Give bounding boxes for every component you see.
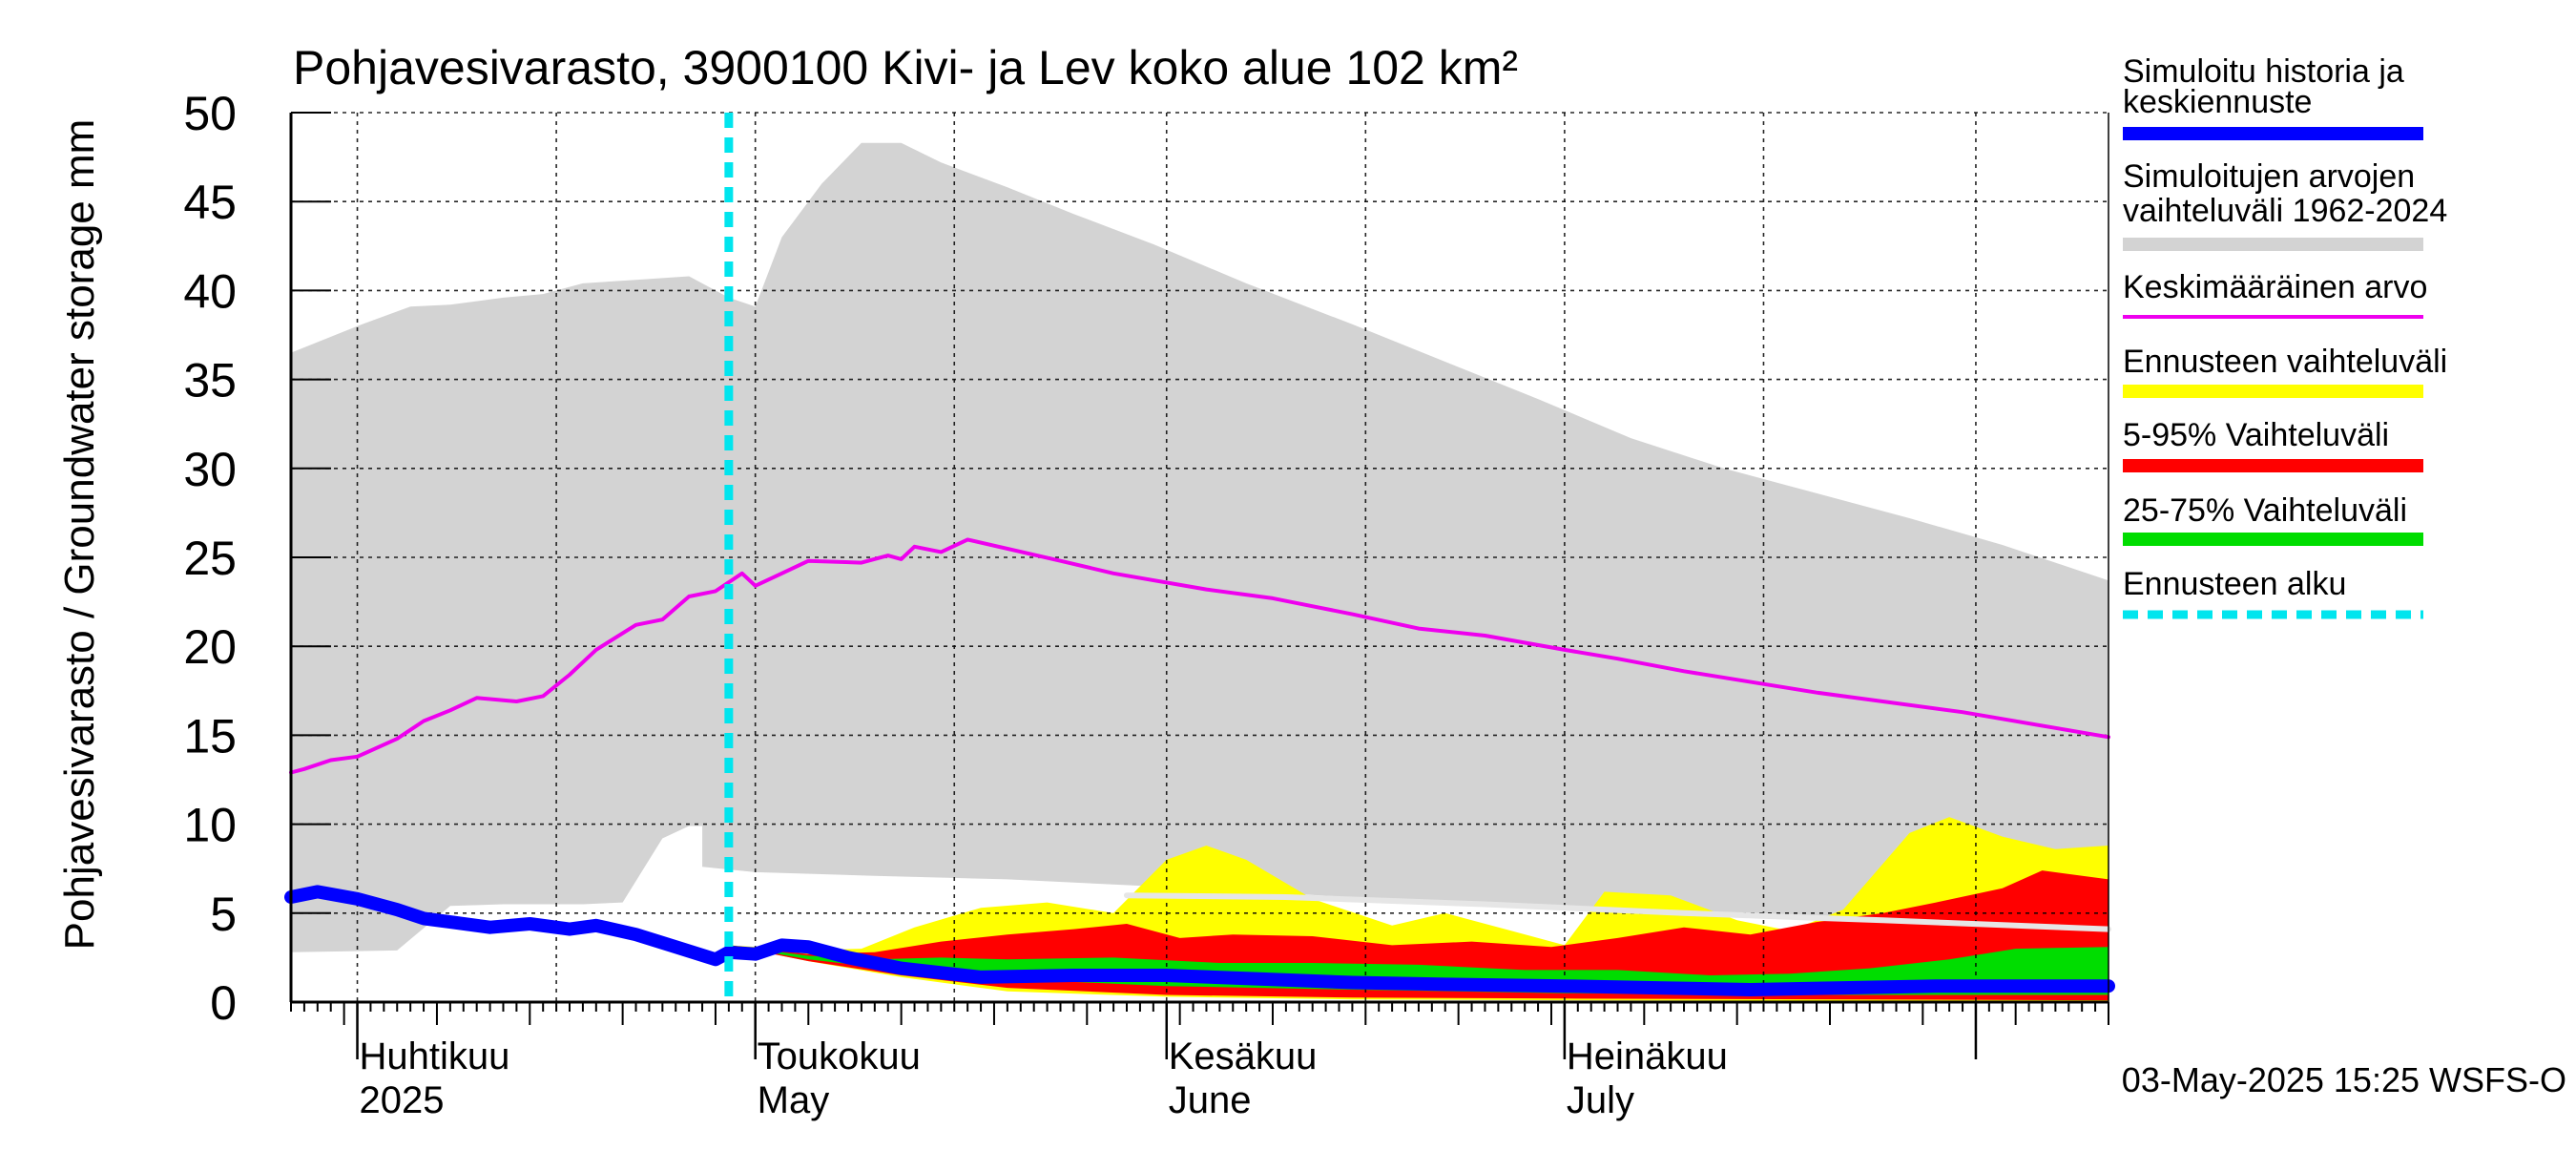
y-tick-label: 5 (210, 888, 237, 941)
data-lines (284, 113, 2115, 1002)
y-tick-label: 15 (183, 709, 237, 763)
simulated-line (284, 885, 2115, 996)
y-tick-label: 30 (183, 443, 237, 496)
month-label: Kesäkuu (1169, 1035, 1318, 1077)
month-label: Toukokuu (758, 1035, 921, 1077)
y-tick-label: 20 (183, 620, 237, 674)
legend-label: 5-95% Vaihteluväli (2123, 417, 2389, 453)
chart-title: Pohjavesivarasto, 3900100 Kivi- ja Lev k… (293, 41, 1518, 94)
y-tick-label: 0 (210, 976, 237, 1030)
legend-label-line2: vaihteluväli 1962-2024 (2123, 193, 2447, 229)
legend-label-line2: keskiennuste (2123, 84, 2312, 120)
y-tick-label: 25 (183, 532, 237, 585)
y-tick-label: 35 (183, 354, 237, 408)
y-tick-label: 40 (183, 264, 237, 318)
y-tick-label: 50 (183, 87, 237, 140)
legend-label: 25-75% Vaihteluväli (2123, 492, 2407, 529)
timestamp: 03-May-2025 15:25 WSFS-O (2122, 1060, 2566, 1099)
month-sublabel: May (758, 1079, 830, 1121)
month-sublabel: 2025 (360, 1079, 445, 1121)
mean-line (289, 537, 2110, 775)
month-sublabel: July (1567, 1079, 1634, 1121)
legend-label: Ennusteen alku (2123, 566, 2346, 602)
y-tick-label: 10 (183, 799, 237, 852)
grid-lines (291, 112, 2109, 1002)
history-range-area (291, 142, 2109, 952)
y-axis-label: Pohjavesivarasto / Groundwater storage m… (56, 119, 103, 951)
y-tick-label: 45 (183, 176, 237, 229)
median-forecast-line (1124, 892, 2111, 932)
legend-label: Keskimääräinen arvo (2123, 269, 2427, 305)
month-label: Heinäkuu (1567, 1035, 1728, 1077)
month-sublabel: June (1169, 1079, 1252, 1121)
axes: 05101520253035404550Huhtikuu2025Toukokuu… (183, 87, 2109, 1121)
month-label: Huhtikuu (360, 1035, 510, 1077)
legend-label: Ennusteen vaihteluväli (2123, 344, 2447, 380)
legend-label: Simuloitujen arvojen (2123, 158, 2415, 195)
legend-label: Simuloitu historia ja (2123, 53, 2404, 90)
